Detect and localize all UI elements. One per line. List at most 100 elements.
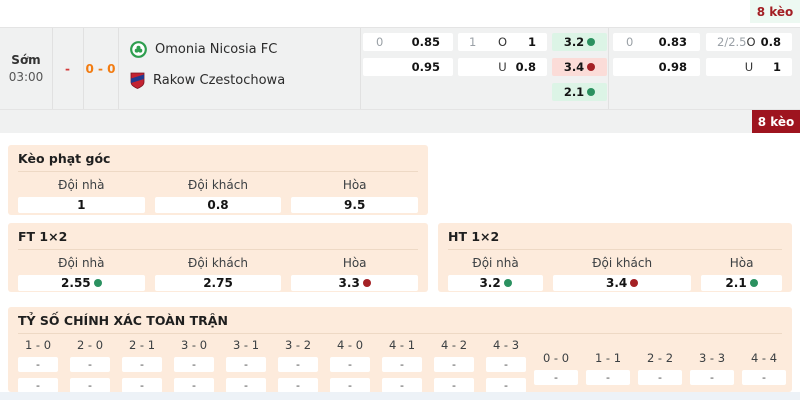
under-label: U [744,60,754,74]
odd-value: 0.8 [207,198,229,212]
odd-value: 3.2 [479,276,501,290]
ht-draw-col: Hòa 2.1 [701,256,782,291]
score-column: 2 - 1 - - [122,338,162,393]
total-line: 2/2.5 [717,35,747,49]
score-label: 2 - 0 [76,338,104,352]
score-odd-cell[interactable]: - [18,378,58,393]
score-odd-cell[interactable]: - [18,357,58,372]
match-status: - [65,61,70,76]
column-divider [360,28,361,109]
ft-1x2-home-cell[interactable]: 3.2 [552,33,607,51]
corner-draw-odd-cell[interactable]: 9.5 [291,197,419,213]
score-column: 4 - 3 - - [486,338,526,393]
corner-away-col: Đội khách 0.8 [154,178,282,213]
score-odd-cell[interactable]: - [382,357,422,372]
odd-value: 1 [77,198,86,212]
score-label: 4 - 1 [388,338,416,352]
ft-1x2-away-cell[interactable]: 3.4 [552,58,607,76]
score-odd-cell[interactable]: - [278,357,318,372]
ft-draw-odd-cell[interactable]: 3.3 [291,275,419,291]
ft-away-col: Đội khách 2.75 [154,256,282,291]
score-odd-cell[interactable]: - [742,370,786,385]
score-odd-cell[interactable]: - [486,378,526,393]
ht-away-odd-cell[interactable]: 3.4 [553,275,692,291]
score-label: 3 - 0 [180,338,208,352]
score-odd-cell[interactable]: - [638,370,682,385]
score-label: 4 - 2 [440,338,468,352]
column-header: Đội nhà [58,256,105,270]
odd-value: 3.2 [563,35,585,49]
score-odd-cell[interactable]: - [690,370,734,385]
sub-bar: 8 kèo [0,110,800,133]
score-odd-cell[interactable]: - [434,357,474,372]
draw-scores-group: 0 - 0 - 1 - 1 - 2 - 2 - 3 - 3 - 4 - 4 - [534,351,786,385]
odds-down-dot-icon [587,63,596,71]
ft-handicap-home-cell[interactable]: 0 0.85 [363,33,453,51]
score-odd-cell[interactable]: - [278,378,318,393]
score-label: 0 - 0 [542,351,570,365]
odds-down-dot-icon [630,279,639,287]
ft-handicap-away-cell[interactable]: 0.95 [363,58,453,76]
ht-draw-odd-cell[interactable]: 2.1 [701,275,782,291]
column-header: Hòa [342,178,367,192]
handicap-line: 0 [626,35,634,49]
ft-over-cell[interactable]: 1 O 1 [458,33,547,51]
score-label: 3 - 3 [698,351,726,365]
score-odd-cell[interactable]: - [586,370,630,385]
top-bar: 8 kèo [0,0,800,27]
odds-up-dot-icon [503,279,512,287]
teams: Omonia Nicosia FC Rakow Czestochowa [130,38,285,91]
ft-draw-col: Hòa 3.3 [291,256,419,291]
score-odd-cell[interactable]: - [434,378,474,393]
ht-over-cell[interactable]: 2/2.5 O 0.8 [706,33,792,51]
score-odd-cell[interactable]: - [226,357,266,372]
ft-home-col: Đội nhà 2.55 [18,256,145,291]
home-team-logo-icon [130,40,147,58]
total-line: 1 [469,35,477,49]
odd-value: 3.3 [338,276,360,290]
ht-home-odd-cell[interactable]: 3.2 [448,275,544,291]
score-odd-cell[interactable]: - [70,357,110,372]
ht-under-cell[interactable]: U 1 [706,58,792,76]
score-odd-cell[interactable]: - [122,378,162,393]
keo-count-badge[interactable]: 8 kèo [750,0,800,23]
score-odd-cell[interactable]: - [70,378,110,393]
odds-up-dot-icon [587,38,596,46]
odd-value: 2.75 [203,276,233,290]
ht-handicap-away-cell[interactable]: 0.98 [613,58,700,76]
ft-under-cell[interactable]: U 0.8 [458,58,547,76]
away-team-logo-icon [130,72,145,89]
score-odd-cell[interactable]: - [226,378,266,393]
over-label: O [497,35,508,49]
match-time: Sớm 03:00 [0,28,52,109]
under-label: U [498,60,507,74]
score-odd-cell[interactable]: - [534,370,578,385]
column-divider [83,28,84,109]
score-label: 2 - 2 [646,351,674,365]
score-label: 2 - 1 [128,338,156,352]
away-team[interactable]: Rakow Czestochowa [130,69,285,91]
corner-away-odd-cell[interactable]: 0.8 [154,197,282,213]
ft-away-odd-cell[interactable]: 2.75 [154,275,282,291]
odd-value: 0.85 [411,35,440,49]
ht-handicap-home-cell[interactable]: 0 0.83 [613,33,700,51]
score-odd-cell[interactable]: - [382,378,422,393]
keo-count-button[interactable]: 8 kèo [752,110,800,133]
score-odd-cell[interactable]: - [174,378,214,393]
column-divider [608,28,609,109]
score-column: 3 - 3 - [690,351,734,385]
score-odd-cell[interactable]: - [122,357,162,372]
score-odd-cell[interactable]: - [174,357,214,372]
score-odd-cell[interactable]: - [330,378,370,393]
corner-home-odd-cell[interactable]: 1 [18,197,145,213]
corner-draw-col: Hòa 9.5 [291,178,419,213]
score-column: 1 - 0 - - [18,338,58,393]
score-odd-cell[interactable]: - [330,357,370,372]
odd-value: 0.98 [658,60,687,74]
ft-1x2-draw-cell[interactable]: 2.1 [552,83,607,101]
home-team[interactable]: Omonia Nicosia FC [130,38,285,60]
ft-home-odd-cell[interactable]: 2.55 [18,275,145,291]
corner-odds-panel: Kèo phạt góc Đội nhà 1 Đội khách 0.8 Hòa… [8,145,428,215]
score-odd-cell[interactable]: - [486,357,526,372]
odd-value: 1 [527,35,536,49]
